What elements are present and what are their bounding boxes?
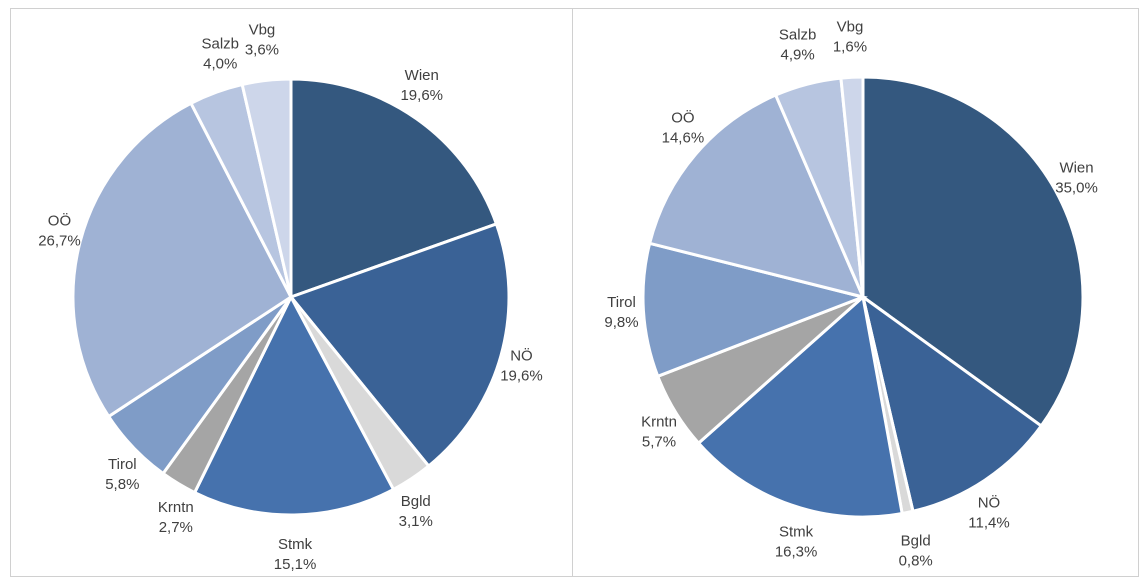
pie-slice	[839, 75, 865, 298]
category-label: OÖ	[48, 211, 71, 229]
category-label: Stmk	[278, 536, 313, 553]
category-label: Tirol	[607, 294, 636, 311]
category-label: Salzb	[779, 26, 817, 43]
value-label: 3,1%	[399, 513, 433, 530]
pie-slice	[192, 293, 396, 517]
category-label: Bgld	[901, 533, 931, 550]
category-label: Bgld	[401, 493, 431, 510]
pie-slice	[696, 294, 904, 519]
value-label: 2,7%	[159, 519, 193, 536]
value-label: 9,8%	[604, 314, 638, 331]
pie-slice	[288, 222, 511, 469]
value-label: 11,4%	[968, 514, 1009, 531]
value-label: 3,6%	[245, 42, 279, 59]
pie-slice	[647, 93, 866, 300]
category-label: OÖ	[671, 109, 694, 127]
value-label: 19,6%	[400, 87, 443, 104]
pie-slice	[641, 241, 868, 379]
value-label: 26,7%	[38, 232, 81, 249]
value-label: 4,9%	[781, 46, 815, 63]
category-label: Vbg	[249, 22, 276, 39]
pie-slice	[861, 75, 1085, 429]
category-label: NÖ	[510, 346, 533, 364]
pie-slice	[860, 293, 1044, 514]
category-label: Salzb	[201, 36, 239, 53]
category-label: Tirol	[108, 456, 137, 473]
category-label: Wien	[405, 67, 439, 84]
value-label: 4,0%	[203, 56, 237, 73]
category-label: Wien	[1059, 160, 1093, 177]
value-label: 5,7%	[642, 433, 676, 450]
category-label: Stmk	[779, 524, 814, 541]
pie-slice	[71, 101, 293, 419]
value-label: 15,1%	[274, 556, 317, 573]
value-label: 19,6%	[500, 367, 543, 384]
value-label: 5,8%	[105, 476, 139, 493]
category-label: Krntn	[158, 499, 194, 516]
category-label: Vbg	[837, 18, 864, 35]
value-label: 1,6%	[833, 38, 867, 55]
value-label: 16,3%	[775, 544, 818, 561]
value-label: 0,8%	[899, 553, 933, 570]
value-label: 35,0%	[1055, 180, 1098, 197]
pie-slice	[240, 77, 293, 298]
value-label: 14,6%	[662, 130, 705, 147]
pie-slice	[289, 77, 499, 300]
category-label: Krntn	[641, 413, 677, 430]
category-label: NÖ	[978, 493, 1001, 511]
